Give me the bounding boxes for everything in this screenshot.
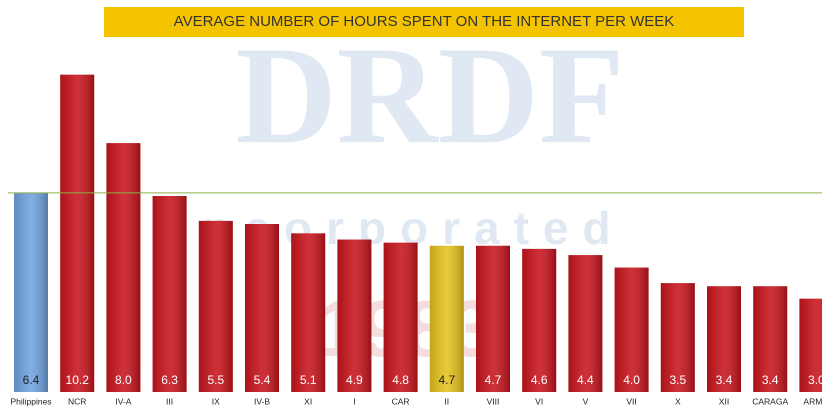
x-tick-label: Philippines xyxy=(10,396,51,406)
bar xyxy=(476,245,510,392)
bar xyxy=(383,242,418,392)
chart-title: AVERAGE NUMBER OF HOURS SPENT ON THE INT… xyxy=(174,13,675,30)
x-tick-label: VIII xyxy=(487,396,500,406)
data-label: 4.8 xyxy=(392,373,409,387)
bar xyxy=(60,74,95,393)
x-tick-label: IX xyxy=(212,396,220,406)
data-label: 6.4 xyxy=(23,373,40,387)
data-label: 10.2 xyxy=(66,373,90,387)
data-label: 5.5 xyxy=(207,373,224,387)
data-label: 4.0 xyxy=(623,373,640,387)
data-label: 3.4 xyxy=(716,373,733,387)
data-label: 4.7 xyxy=(438,373,455,387)
bar xyxy=(337,239,372,392)
bar xyxy=(429,245,464,392)
bar xyxy=(522,248,557,392)
data-label: 4.4 xyxy=(577,373,594,387)
data-label: 3.5 xyxy=(669,373,686,387)
x-tick-label: XI xyxy=(304,396,312,406)
bar xyxy=(14,192,48,392)
bar xyxy=(106,143,141,392)
x-tick-label: VII xyxy=(626,396,636,406)
x-tick-label: NCR xyxy=(68,396,86,406)
watermark: DRDF Incorporated 1983 xyxy=(175,18,624,373)
data-label: 5.4 xyxy=(254,373,271,387)
x-tick-label: XII xyxy=(719,396,729,406)
x-tick-label: I xyxy=(353,396,355,406)
data-label: 4.9 xyxy=(346,373,363,387)
bar xyxy=(245,224,279,392)
x-tick-label: CAR xyxy=(392,396,410,406)
x-tick-label: II xyxy=(444,396,449,406)
bar xyxy=(198,220,233,392)
watermark-text: DRDF xyxy=(236,18,625,173)
bar xyxy=(152,196,187,392)
data-label: 5.1 xyxy=(300,373,317,387)
x-tick-label: CARAGA xyxy=(752,396,788,406)
x-tick-label: ARMM xyxy=(803,396,822,406)
x-tick-label: X xyxy=(675,396,681,406)
data-label: 8.0 xyxy=(115,373,132,387)
x-tick-label: IV-B xyxy=(254,396,270,406)
data-label: 4.6 xyxy=(531,373,548,387)
data-label: 4.7 xyxy=(485,373,502,387)
x-tick-label: VI xyxy=(535,396,543,406)
data-label: 3.4 xyxy=(762,373,779,387)
x-tick-label: III xyxy=(166,396,173,406)
x-tick-label: V xyxy=(583,396,589,406)
data-label: 3.0 xyxy=(808,373,822,387)
bar xyxy=(568,255,603,392)
title-box xyxy=(104,7,744,37)
x-tick-label: IV-A xyxy=(115,396,131,406)
data-label: 6.3 xyxy=(161,373,178,387)
bar xyxy=(291,233,326,392)
